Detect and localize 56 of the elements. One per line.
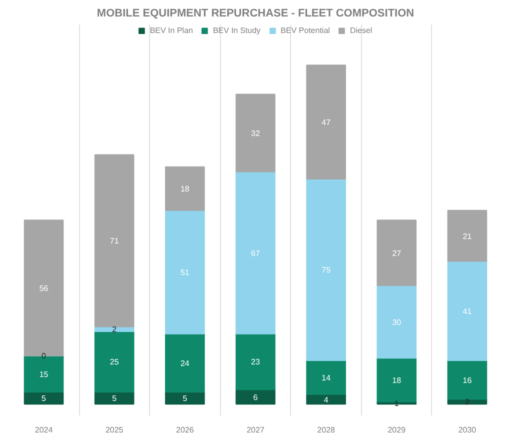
bar: [236, 171, 276, 334]
bar: [376, 284, 417, 359]
data-label: 25: [110, 358, 120, 367]
data-label: 24: [180, 358, 190, 368]
data-label: 18: [180, 184, 190, 194]
data-label: 2: [112, 325, 118, 334]
data-label: 56: [39, 284, 49, 293]
bar: [165, 333, 205, 393]
x-tick-label: 2030: [458, 426, 477, 434]
x-tick-label: 2026: [176, 426, 194, 434]
legend-label: Diesel: [350, 26, 372, 35]
data-label: 30: [392, 318, 402, 327]
x-tick-label: 2027: [246, 426, 265, 434]
legend-label: BEV Potential: [280, 26, 330, 35]
bar: [306, 64, 346, 180]
data-label: 75: [322, 266, 332, 275]
legend-label: BEV In Study: [212, 26, 261, 35]
bar: [165, 210, 205, 334]
data-label: 5: [112, 394, 118, 404]
x-tick-label: 2028: [317, 426, 336, 434]
chart-title: MOBILE EQUIPMENT REPURCHASE - FLEET COMPOSITION: [96, 8, 414, 20]
bar: [447, 260, 488, 362]
data-label: 21: [462, 232, 472, 241]
data-label: 14: [322, 373, 332, 382]
bar: [236, 94, 276, 172]
data-label: 51: [180, 268, 190, 278]
data-label: 27: [392, 248, 402, 258]
data-label: 5: [182, 394, 188, 404]
bar: [236, 333, 276, 390]
bar: [376, 358, 417, 402]
data-label: 71: [110, 236, 120, 246]
data-label: 41: [462, 306, 472, 316]
data-label: 23: [251, 358, 260, 367]
bar: [447, 210, 488, 262]
bar: [165, 166, 205, 211]
bar: [306, 178, 346, 362]
data-label: 67: [251, 248, 260, 258]
bar: [236, 389, 276, 405]
x-tick-label: 2025: [105, 426, 124, 434]
data-label: 2: [464, 398, 470, 407]
bar: [306, 360, 346, 395]
data-label: 16: [462, 376, 472, 385]
data-label: 18: [392, 376, 402, 385]
legend-label: BEV In Plan: [150, 26, 193, 35]
data-label: 15: [39, 370, 49, 379]
x-tick-label: 2024: [34, 426, 54, 434]
data-label: 4: [324, 395, 329, 404]
data-label: 32: [251, 128, 260, 138]
data-label: 5: [42, 394, 47, 404]
data-label: 6: [253, 392, 258, 402]
x-tick-label: 2029: [388, 426, 406, 434]
bar: [376, 220, 417, 286]
data-label: 47: [322, 118, 332, 128]
bar: [94, 154, 134, 328]
bar: [94, 330, 134, 393]
bar: [447, 360, 488, 400]
